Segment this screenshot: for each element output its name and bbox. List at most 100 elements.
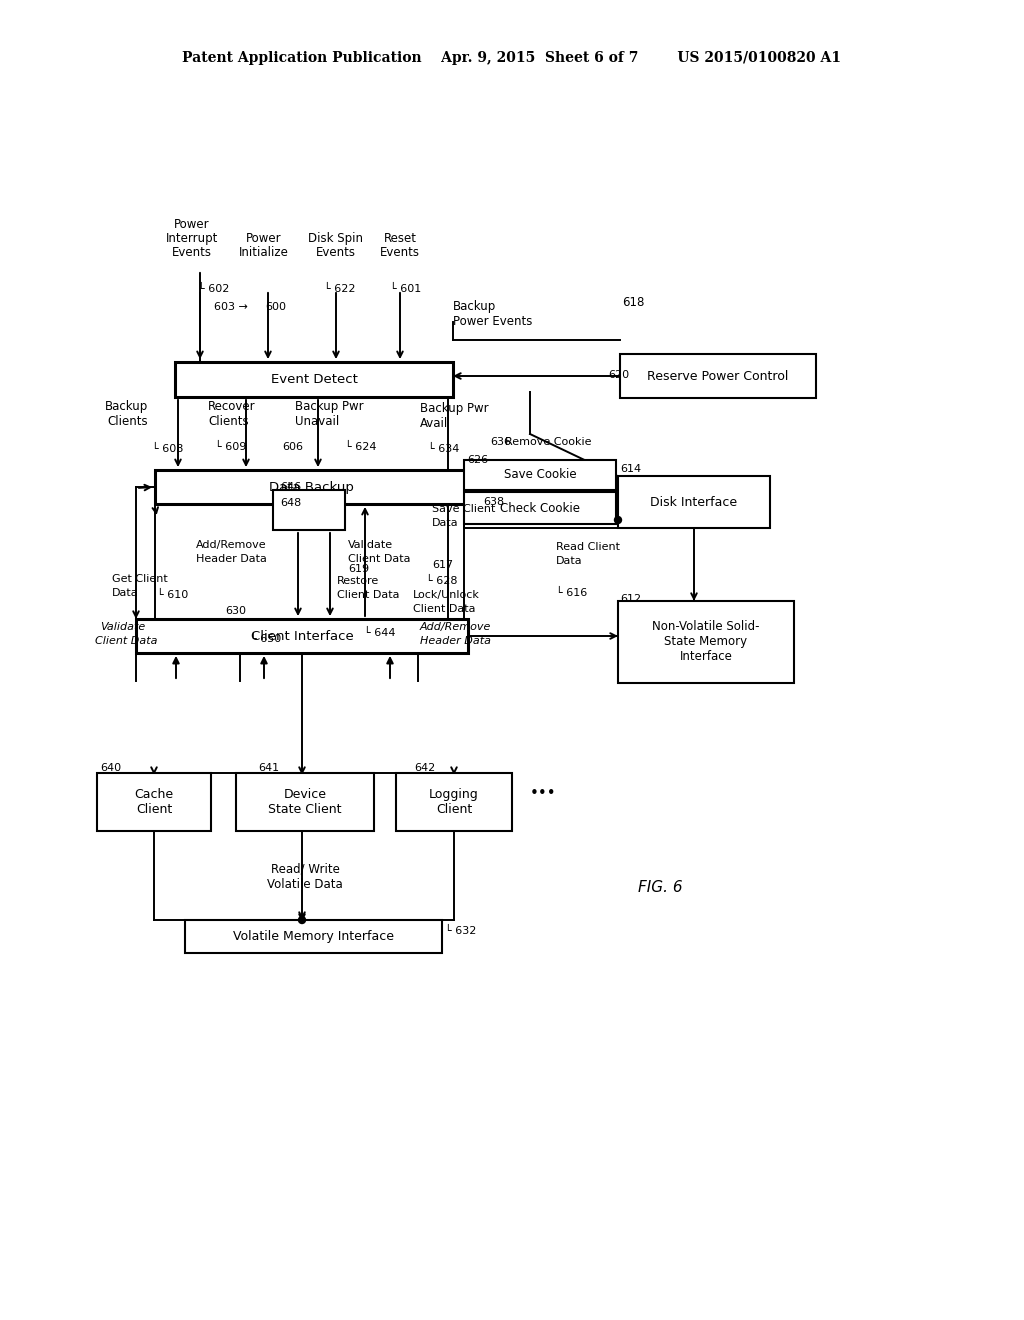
Text: Backup: Backup: [453, 300, 497, 313]
Bar: [620, 354, 816, 399]
Text: 640: 640: [100, 763, 121, 774]
Text: Unavail: Unavail: [295, 414, 339, 428]
Text: └ 624: └ 624: [345, 442, 377, 451]
Text: Interrupt: Interrupt: [166, 232, 218, 246]
Text: 618: 618: [622, 296, 644, 309]
Text: Get Client: Get Client: [112, 574, 168, 583]
Text: Add/Remove: Add/Remove: [420, 622, 492, 632]
Text: Lock/Unlock: Lock/Unlock: [413, 590, 480, 601]
Text: Header Data: Header Data: [420, 636, 490, 645]
Text: Header Data: Header Data: [196, 554, 267, 564]
Text: └ 632: └ 632: [445, 927, 476, 936]
Bar: [618, 601, 794, 682]
Text: 619: 619: [348, 564, 369, 574]
Bar: [464, 459, 616, 490]
Text: Power Events: Power Events: [453, 315, 532, 327]
Text: Cache
Client: Cache Client: [134, 788, 173, 816]
Bar: [618, 477, 770, 528]
Text: Events: Events: [316, 246, 356, 259]
Text: └ 601: └ 601: [390, 284, 421, 294]
Bar: [185, 920, 442, 953]
Text: 606: 606: [282, 442, 303, 451]
Text: 636: 636: [490, 437, 511, 447]
Text: Volatile Data: Volatile Data: [267, 878, 343, 891]
Text: Power: Power: [174, 218, 210, 231]
Text: └ 616: └ 616: [556, 587, 587, 598]
Text: 641: 641: [258, 763, 280, 774]
Text: Remove Cookie: Remove Cookie: [505, 437, 592, 447]
Text: 603 →: 603 →: [214, 302, 248, 312]
Text: FIG. 6: FIG. 6: [638, 880, 683, 895]
Bar: [236, 774, 374, 832]
Text: Read Client: Read Client: [556, 543, 620, 552]
Text: Client Interface: Client Interface: [251, 630, 353, 643]
Text: └ 609: └ 609: [215, 442, 247, 451]
Text: Validate: Validate: [348, 540, 393, 550]
Text: Validate: Validate: [100, 622, 145, 632]
Bar: [396, 774, 512, 832]
Text: 614: 614: [620, 465, 641, 474]
Bar: [464, 492, 616, 524]
Text: 600: 600: [265, 302, 286, 312]
Text: Disk Interface: Disk Interface: [650, 495, 737, 508]
Text: Disk Spin: Disk Spin: [308, 232, 364, 246]
Text: Reset: Reset: [384, 232, 417, 246]
Text: 638: 638: [483, 498, 504, 507]
Text: Check Cookie: Check Cookie: [500, 502, 580, 515]
Text: Save Cookie: Save Cookie: [504, 469, 577, 482]
Text: 620: 620: [608, 370, 629, 380]
Bar: [155, 470, 468, 504]
Text: Client Data: Client Data: [337, 590, 399, 601]
Text: 617: 617: [432, 560, 454, 570]
Text: └ 608: └ 608: [152, 444, 183, 454]
Text: Patent Application Publication    Apr. 9, 2015  Sheet 6 of 7        US 2015/0100: Patent Application Publication Apr. 9, 2…: [182, 51, 842, 65]
Text: •••: •••: [530, 785, 557, 800]
Text: Backup Pwr: Backup Pwr: [420, 403, 488, 414]
Text: Recover: Recover: [208, 400, 256, 413]
Text: └ 650: └ 650: [250, 634, 282, 644]
Text: 612: 612: [620, 594, 641, 605]
Text: Events: Events: [172, 246, 212, 259]
Text: 626: 626: [467, 455, 488, 465]
Text: Clients: Clients: [108, 414, 148, 428]
Circle shape: [614, 516, 622, 524]
Bar: [273, 490, 345, 531]
Text: Client Data: Client Data: [413, 605, 475, 614]
Bar: [175, 362, 453, 397]
Circle shape: [299, 916, 305, 924]
Text: Client Data: Client Data: [95, 636, 158, 645]
Text: Device
State Client: Device State Client: [268, 788, 342, 816]
Text: Data Backup: Data Backup: [269, 480, 354, 494]
Text: Volatile Memory Interface: Volatile Memory Interface: [233, 931, 394, 942]
Text: Data: Data: [112, 587, 138, 598]
Text: 630: 630: [225, 606, 246, 616]
Bar: [136, 619, 468, 653]
Text: Client Data: Client Data: [348, 554, 411, 564]
Text: Restore: Restore: [337, 576, 379, 586]
Text: Events: Events: [380, 246, 420, 259]
Text: Reserve Power Control: Reserve Power Control: [647, 370, 788, 383]
Text: Backup Pwr: Backup Pwr: [295, 400, 364, 413]
Text: Non-Volatile Solid-
State Memory
Interface: Non-Volatile Solid- State Memory Interfa…: [652, 620, 760, 664]
Text: └ 634: └ 634: [428, 444, 460, 454]
Text: └ 628: └ 628: [426, 576, 458, 586]
Text: Initialize: Initialize: [239, 246, 289, 259]
Text: 646: 646: [280, 482, 301, 492]
Text: └ 610: └ 610: [157, 590, 188, 601]
Text: Clients: Clients: [208, 414, 249, 428]
Text: Save Client: Save Client: [432, 504, 496, 513]
Text: Backup: Backup: [104, 400, 148, 413]
Text: └ 644: └ 644: [364, 628, 395, 638]
Text: Read/ Write: Read/ Write: [270, 863, 339, 876]
Text: 642: 642: [414, 763, 435, 774]
Text: Logging
Client: Logging Client: [429, 788, 479, 816]
Text: Add/Remove: Add/Remove: [196, 540, 266, 550]
Text: Power: Power: [246, 232, 282, 246]
Text: Data: Data: [556, 556, 583, 566]
Text: └ 622: └ 622: [324, 284, 355, 294]
Bar: [97, 774, 211, 832]
Text: Event Detect: Event Detect: [270, 374, 357, 385]
Text: Avail: Avail: [420, 417, 449, 430]
Text: 648: 648: [280, 498, 301, 508]
Text: Data: Data: [432, 517, 459, 528]
